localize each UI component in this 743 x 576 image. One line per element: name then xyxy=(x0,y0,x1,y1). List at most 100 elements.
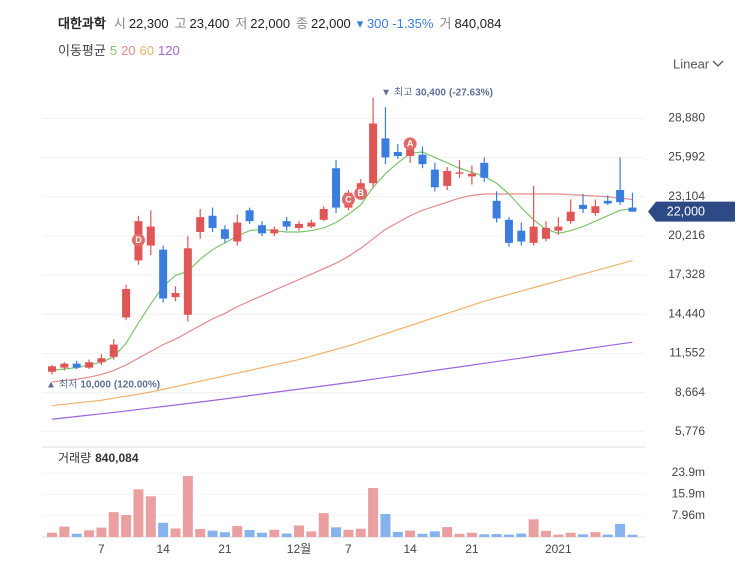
volume-bar xyxy=(71,533,82,537)
candle-body xyxy=(282,221,291,227)
volume-bar xyxy=(195,528,206,537)
candle-body xyxy=(430,169,439,188)
y-tick-label: 28,880 xyxy=(668,111,705,125)
volume-bar xyxy=(355,528,366,537)
candle-body xyxy=(504,219,513,243)
candle-body xyxy=(171,293,180,298)
volume-bar xyxy=(491,534,502,537)
candle-body xyxy=(72,363,81,368)
y-tick-label: 17,328 xyxy=(668,267,705,281)
ma-line xyxy=(51,341,633,420)
x-tick-label: 7 xyxy=(98,542,105,556)
candle-body xyxy=(406,149,415,157)
volume-bar xyxy=(454,533,465,537)
volume-bar xyxy=(380,513,391,537)
event-marker-label: D xyxy=(135,235,142,245)
candle-body xyxy=(245,210,254,222)
event-marker xyxy=(341,192,355,206)
volume-bar xyxy=(466,532,477,537)
volume-bar xyxy=(503,534,514,537)
volume-bar xyxy=(108,512,119,537)
candle-body xyxy=(492,200,501,219)
ma-line xyxy=(51,151,633,371)
volume-bar xyxy=(392,531,403,537)
volume-bar xyxy=(244,530,255,537)
field-value: 22,300 xyxy=(128,16,169,31)
x-tick-label: 2021 xyxy=(545,542,572,556)
volume-bar xyxy=(232,526,243,537)
volume-bar xyxy=(368,487,379,537)
volume-bar xyxy=(627,534,638,537)
candle-body xyxy=(233,222,242,242)
volume-bar xyxy=(47,532,57,537)
field-label: 저 xyxy=(235,16,248,31)
candle-body xyxy=(48,366,56,372)
volume-bar xyxy=(121,515,132,537)
low-note-change: (120.00%) xyxy=(114,379,160,390)
candle-body xyxy=(60,363,69,368)
scale-mode[interactable]: Linear xyxy=(673,56,710,71)
volume-bar xyxy=(516,533,527,537)
y-tick-label: 8,664 xyxy=(675,385,705,399)
volume-bar xyxy=(219,532,230,537)
volume-bar xyxy=(331,527,342,537)
volume-label: 거 xyxy=(439,16,452,31)
volume-bar xyxy=(541,530,551,537)
low-note-marker: ▲ xyxy=(46,379,56,390)
candle-body xyxy=(517,230,526,242)
candle-body xyxy=(542,227,550,239)
legend-entry: 60 xyxy=(139,43,155,58)
price-tag xyxy=(648,201,735,222)
candle-body xyxy=(295,223,303,228)
volume-title-name: 거래량 xyxy=(58,451,91,465)
volume-bar xyxy=(528,519,539,537)
field-value: 22,000 xyxy=(250,16,291,31)
change: 300 xyxy=(366,16,389,31)
ma-line xyxy=(51,259,633,407)
field-label: 시 xyxy=(113,16,126,31)
volume-tick-label: 7.96m xyxy=(672,508,705,522)
fields: 시 22,300 고 23,400 저 22,000 종 22,000 xyxy=(114,16,357,31)
volume-bar xyxy=(405,530,416,537)
high-note-name: 최고 xyxy=(394,86,412,98)
candle-body xyxy=(480,162,489,178)
candle-body xyxy=(418,154,427,165)
volume-bar xyxy=(565,532,576,537)
x-tick-label: 7 xyxy=(345,542,352,556)
chevron[interactable] xyxy=(712,60,724,67)
candle-body xyxy=(529,226,538,243)
candle-body xyxy=(319,208,328,220)
volume-bar xyxy=(269,529,280,537)
field-label: 종 xyxy=(296,16,309,31)
low-note: ▲ 최저 10,000 (120.00%) xyxy=(46,378,160,390)
candle-body xyxy=(97,358,106,363)
candle-body xyxy=(85,362,94,368)
volume-title: 거래량 840,084 xyxy=(58,451,139,465)
volume-bar xyxy=(615,523,626,537)
volume-bar xyxy=(602,534,613,537)
candle-body xyxy=(332,168,341,208)
candle-body xyxy=(393,151,402,157)
candle-body xyxy=(146,226,155,246)
volume-bar xyxy=(429,531,440,537)
volume-bar xyxy=(256,532,267,537)
candle-body xyxy=(183,248,192,315)
candle-body xyxy=(443,170,452,186)
candle-body xyxy=(579,204,588,209)
event-marker-label: A xyxy=(407,139,414,149)
volume-bar xyxy=(294,525,304,537)
candle-body xyxy=(122,288,131,318)
y-tick-label: 5,776 xyxy=(675,424,705,438)
high-note: ▼ 최고 30,400 (-27.63%) xyxy=(381,86,493,98)
y-tick-label: 23,104 xyxy=(668,189,705,203)
volume-bar xyxy=(84,530,95,537)
y-tick-label: 20,216 xyxy=(668,228,705,242)
candle-body xyxy=(196,217,205,233)
high-note-marker: ▼ xyxy=(381,87,391,98)
x-tick-label: 14 xyxy=(156,542,170,556)
stock-name: 대한과학 xyxy=(58,16,106,31)
price-tag-label: 22,000 xyxy=(667,204,705,218)
candle-body xyxy=(109,344,118,357)
candle-body xyxy=(603,200,612,204)
ma-legend: 이동평균 5 20 60 120 xyxy=(58,40,180,59)
